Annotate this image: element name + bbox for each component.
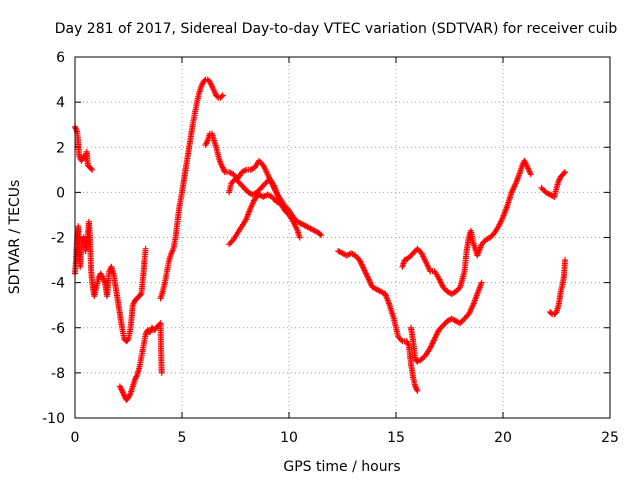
data-point — [137, 292, 144, 298]
data-point — [318, 232, 325, 239]
data-point — [478, 279, 485, 286]
x-tick-label: 20 — [494, 430, 512, 446]
series-arc-9 — [408, 279, 485, 365]
series-arc-10 — [399, 157, 534, 297]
data-point — [414, 387, 421, 394]
y-tick-label: -6 — [51, 321, 65, 337]
data-point — [158, 369, 165, 376]
y-tick-label: 6 — [56, 50, 65, 66]
chart-title: Day 281 of 2017, Sidereal Day-to-day VTE… — [55, 21, 618, 37]
data-point — [562, 257, 569, 264]
x-tick-label: 0 — [71, 430, 80, 446]
y-tick-label: -4 — [51, 276, 65, 292]
y-tick-label: -2 — [51, 231, 65, 247]
x-tick-label: 5 — [178, 430, 187, 446]
x-tick-label: 15 — [387, 430, 405, 446]
series-arc-4 — [157, 76, 226, 302]
y-tick-label: 0 — [56, 185, 65, 201]
series-arc-8 — [335, 248, 421, 394]
series-arc-12 — [547, 257, 569, 318]
y-tick-label: 2 — [56, 140, 65, 156]
data-point — [292, 218, 299, 225]
data-point — [561, 170, 567, 177]
x-axis-label: GPS time / hours — [283, 459, 400, 475]
data-point — [296, 234, 303, 241]
y-tick-label: -8 — [51, 366, 65, 382]
x-tick-label: 10 — [280, 430, 298, 446]
y-tick-label: 4 — [56, 95, 65, 111]
grid — [75, 57, 610, 418]
series-arc-5 — [202, 130, 325, 239]
data-point — [219, 92, 226, 99]
data-point — [562, 169, 569, 176]
data-point — [89, 166, 96, 173]
plot-frame — [74, 56, 611, 419]
series-arc-7 — [226, 175, 299, 225]
series-arc-1 — [72, 123, 96, 173]
data-point — [142, 245, 149, 252]
axis-ticks: 0 5 10 15 20 25 -10 -8 -6 -4 -2 0 2 4 6 — [42, 50, 619, 446]
y-axis-label: SDTVAR / TECUs — [7, 180, 23, 295]
data-point — [527, 171, 534, 178]
data-point — [88, 165, 95, 172]
data-point — [317, 231, 323, 238]
series-arc-6 — [226, 191, 303, 248]
series-arc-11 — [538, 169, 569, 200]
series-arc-2 — [72, 218, 149, 345]
series-arc-3 — [116, 320, 165, 403]
data-point — [218, 93, 225, 100]
y-tick-label: -10 — [42, 411, 65, 427]
x-tick-label: 25 — [601, 430, 619, 446]
data-marks — [72, 76, 569, 403]
